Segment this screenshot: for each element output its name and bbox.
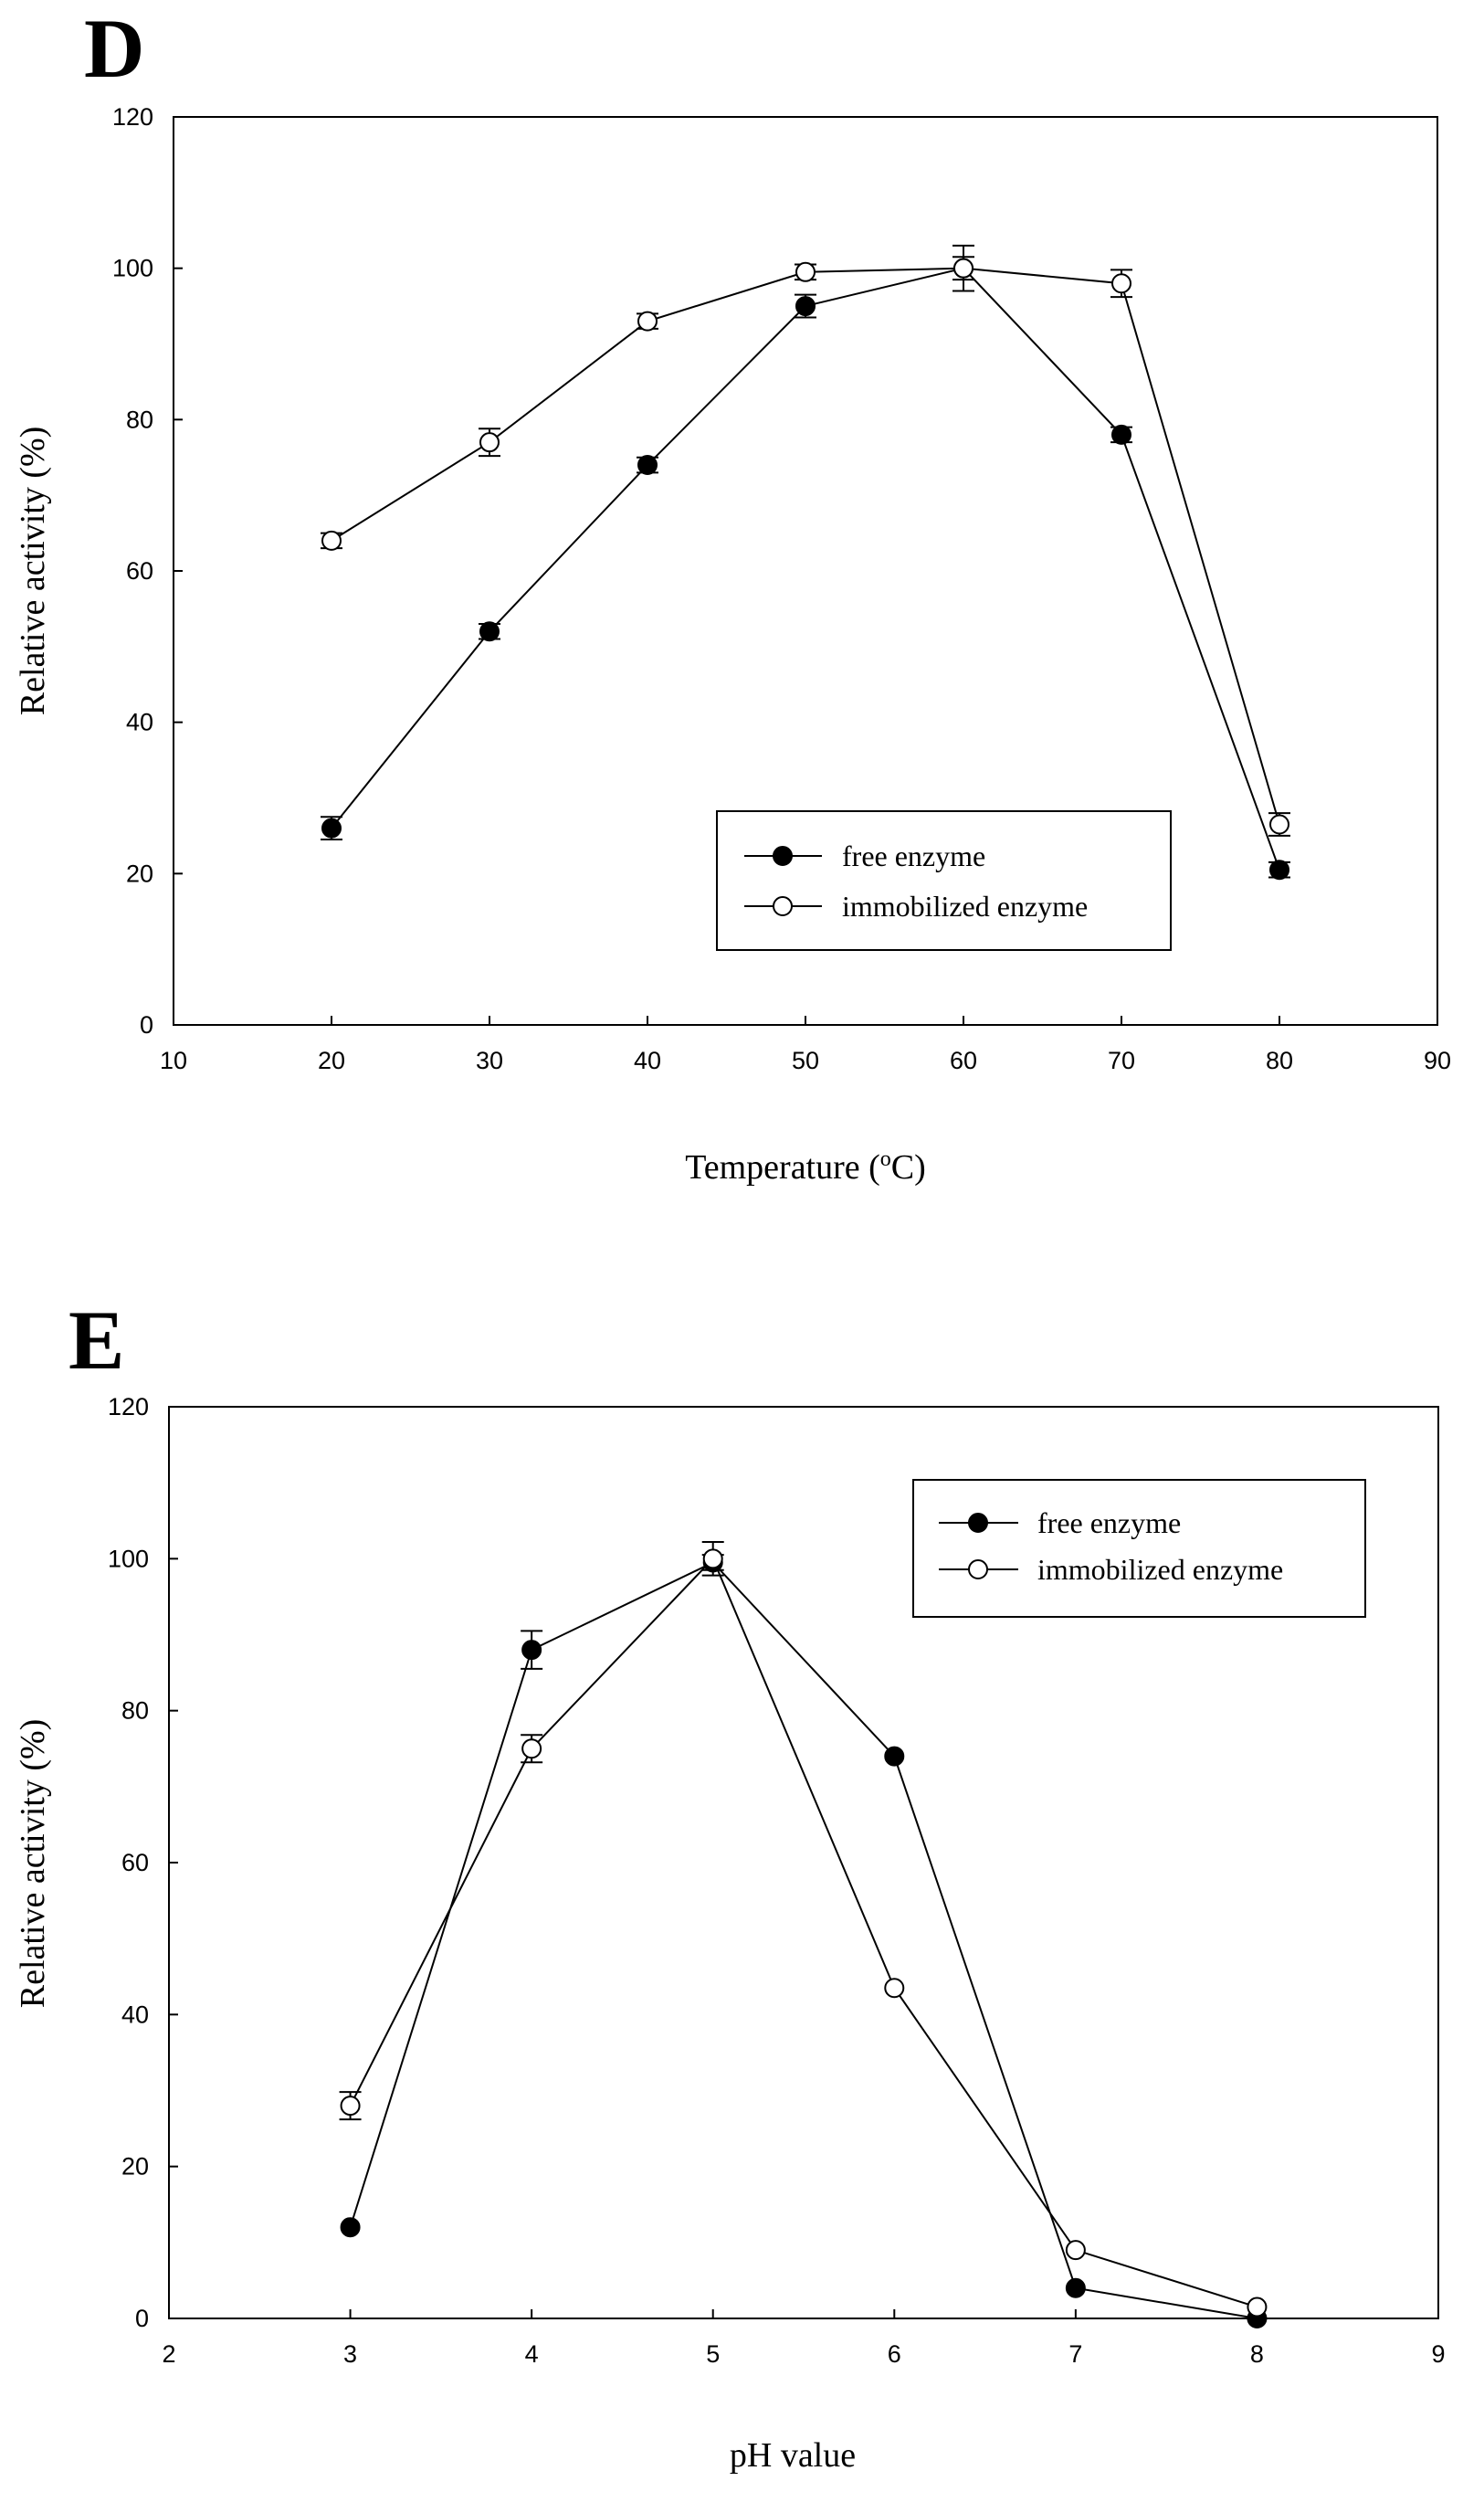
y-tick-label-d-0: 0 [140, 1011, 153, 1039]
y-tick-label-d-80: 80 [126, 406, 153, 433]
x-tick-label-d-80: 80 [1266, 1047, 1293, 1074]
legend-box-d [716, 810, 1172, 951]
point-immobilized-enzyme-d-30 [479, 432, 500, 453]
ticks-e: 2 3 4 5 6 7 8 9 0 20 40 60 80 100 120 [108, 1393, 1446, 2368]
x-tick-label-d-20: 20 [318, 1047, 345, 1074]
legend-box-e [912, 1479, 1366, 1618]
x-tick-label-e-7: 7 [1068, 2340, 1082, 2368]
legend-label-immobilized-enzyme-e: immobilized enzyme [1037, 1553, 1283, 1586]
y-tick-label-e-40: 40 [121, 2001, 149, 2028]
x-axis-title-superscript: o [880, 1147, 891, 1171]
legend-label-immobilized-enzyme-d: immobilized enzyme [842, 890, 1088, 923]
ticks-d: 10 20 30 40 50 60 70 80 90 0 20 40 60 80 100 120 [112, 103, 1451, 1074]
point-free-enzyme-e-6 [884, 1746, 905, 1767]
x-tick-label-d-40: 40 [634, 1047, 661, 1074]
point-immobilized-enzyme-d-70 [1111, 273, 1131, 294]
series-line-free-enzyme-d [331, 267, 1280, 871]
y-tick-label-d-120: 120 [112, 103, 153, 131]
x-tick-label-d-30: 30 [476, 1047, 503, 1074]
x-tick-label-d-50: 50 [792, 1047, 819, 1074]
legend-marker-free-enzyme-d [773, 846, 793, 866]
panel-e: E 2 3 4 5 6 7 8 9 0 20 40 60 80 100 120 pH value Relat… [14, 1293, 1446, 2475]
x-axis-title-d: Temperature (oC) [685, 1147, 926, 1187]
point-immobilized-enzyme-e-5 [702, 1548, 723, 1569]
x-tick-label-e-5: 5 [706, 2340, 720, 2368]
point-free-enzyme-d-30 [479, 621, 500, 642]
point-free-enzyme-d-20 [321, 818, 342, 839]
point-immobilized-enzyme-d-60 [953, 258, 974, 279]
x-tick-label-e-8: 8 [1250, 2340, 1264, 2368]
point-free-enzyme-d-50 [795, 296, 816, 317]
y-axis-title-d: Relative activity (%) [14, 427, 52, 716]
y-tick-label-d-60: 60 [126, 557, 153, 585]
series-line-free-enzyme-e [349, 1561, 1258, 2319]
x-tick-label-d-10: 10 [160, 1047, 187, 1074]
y-tick-label-d-40: 40 [126, 709, 153, 736]
point-immobilized-enzyme-d-80 [1269, 814, 1289, 835]
series-layer-e [339, 1541, 1268, 2328]
y-tick-label-d-20: 20 [126, 860, 153, 887]
point-free-enzyme-d-40 [637, 455, 658, 476]
x-axis-title-e: pH value [730, 2436, 856, 2475]
legend-marker-free-enzyme-e [968, 1513, 988, 1533]
legend-label-free-enzyme-e: free enzyme [1037, 1506, 1181, 1539]
x-axis-title-main: Temperature ( [685, 1148, 880, 1187]
series-line-immobilized-enzyme-e [349, 1557, 1258, 2308]
legend-label-free-enzyme-d: free enzyme [842, 839, 985, 872]
point-immobilized-enzyme-e-4 [521, 1738, 542, 1759]
x-tick-label-e-9: 9 [1431, 2340, 1445, 2368]
x-tick-label-e-6: 6 [888, 2340, 901, 2368]
panel-letter-d: D [84, 2, 144, 95]
panel-d: D 10 20 30 40 50 60 70 80 90 0 20 40 60 80 100 120 Temp… [14, 2, 1451, 1187]
point-free-enzyme-e-3 [340, 2217, 361, 2238]
y-tick-label-e-0: 0 [135, 2305, 149, 2332]
legend-d: free enzyme immobilized enzyme [716, 810, 1172, 951]
plot-frame-d [173, 116, 1438, 1026]
point-free-enzyme-e-7 [1065, 2277, 1086, 2298]
series-layer-d [321, 244, 1290, 881]
x-tick-label-d-90: 90 [1424, 1047, 1451, 1074]
y-tick-label-e-60: 60 [121, 1849, 149, 1876]
point-immobilized-enzyme-d-20 [321, 530, 342, 551]
y-tick-label-d-100: 100 [112, 255, 153, 282]
y-tick-label-e-120: 120 [108, 1393, 149, 1420]
point-immobilized-enzyme-e-3 [340, 2096, 361, 2117]
series-line-immobilized-enzyme-d [331, 267, 1280, 825]
point-free-enzyme-d-80 [1269, 860, 1289, 881]
point-free-enzyme-e-4 [521, 1640, 542, 1661]
legend-marker-immobilized-enzyme-e [968, 1559, 988, 1579]
point-immobilized-enzyme-e-6 [884, 1978, 905, 1999]
point-free-enzyme-d-70 [1111, 424, 1131, 445]
y-tick-label-e-100: 100 [108, 1545, 149, 1572]
point-immobilized-enzyme-e-7 [1065, 2240, 1086, 2261]
x-tick-label-e-2: 2 [162, 2340, 175, 2368]
x-axis-title-end: C) [891, 1148, 926, 1187]
panel-letter-e: E [68, 1293, 124, 1387]
x-tick-label-e-3: 3 [343, 2340, 357, 2368]
point-immobilized-enzyme-e-8 [1247, 2297, 1268, 2318]
x-tick-label-e-4: 4 [525, 2340, 539, 2368]
legend-e: free enzyme immobilized enzyme [912, 1479, 1366, 1618]
x-tick-label-d-60: 60 [950, 1047, 977, 1074]
y-tick-label-e-20: 20 [121, 2153, 149, 2180]
point-immobilized-enzyme-d-50 [795, 261, 816, 282]
y-axis-title-e: Relative activity (%) [14, 1719, 52, 2009]
legend-marker-immobilized-enzyme-d [773, 896, 793, 916]
y-tick-label-e-80: 80 [121, 1697, 149, 1725]
plot-frame-e [168, 1406, 1439, 2319]
point-immobilized-enzyme-d-40 [637, 311, 658, 332]
x-tick-label-d-70: 70 [1108, 1047, 1135, 1074]
